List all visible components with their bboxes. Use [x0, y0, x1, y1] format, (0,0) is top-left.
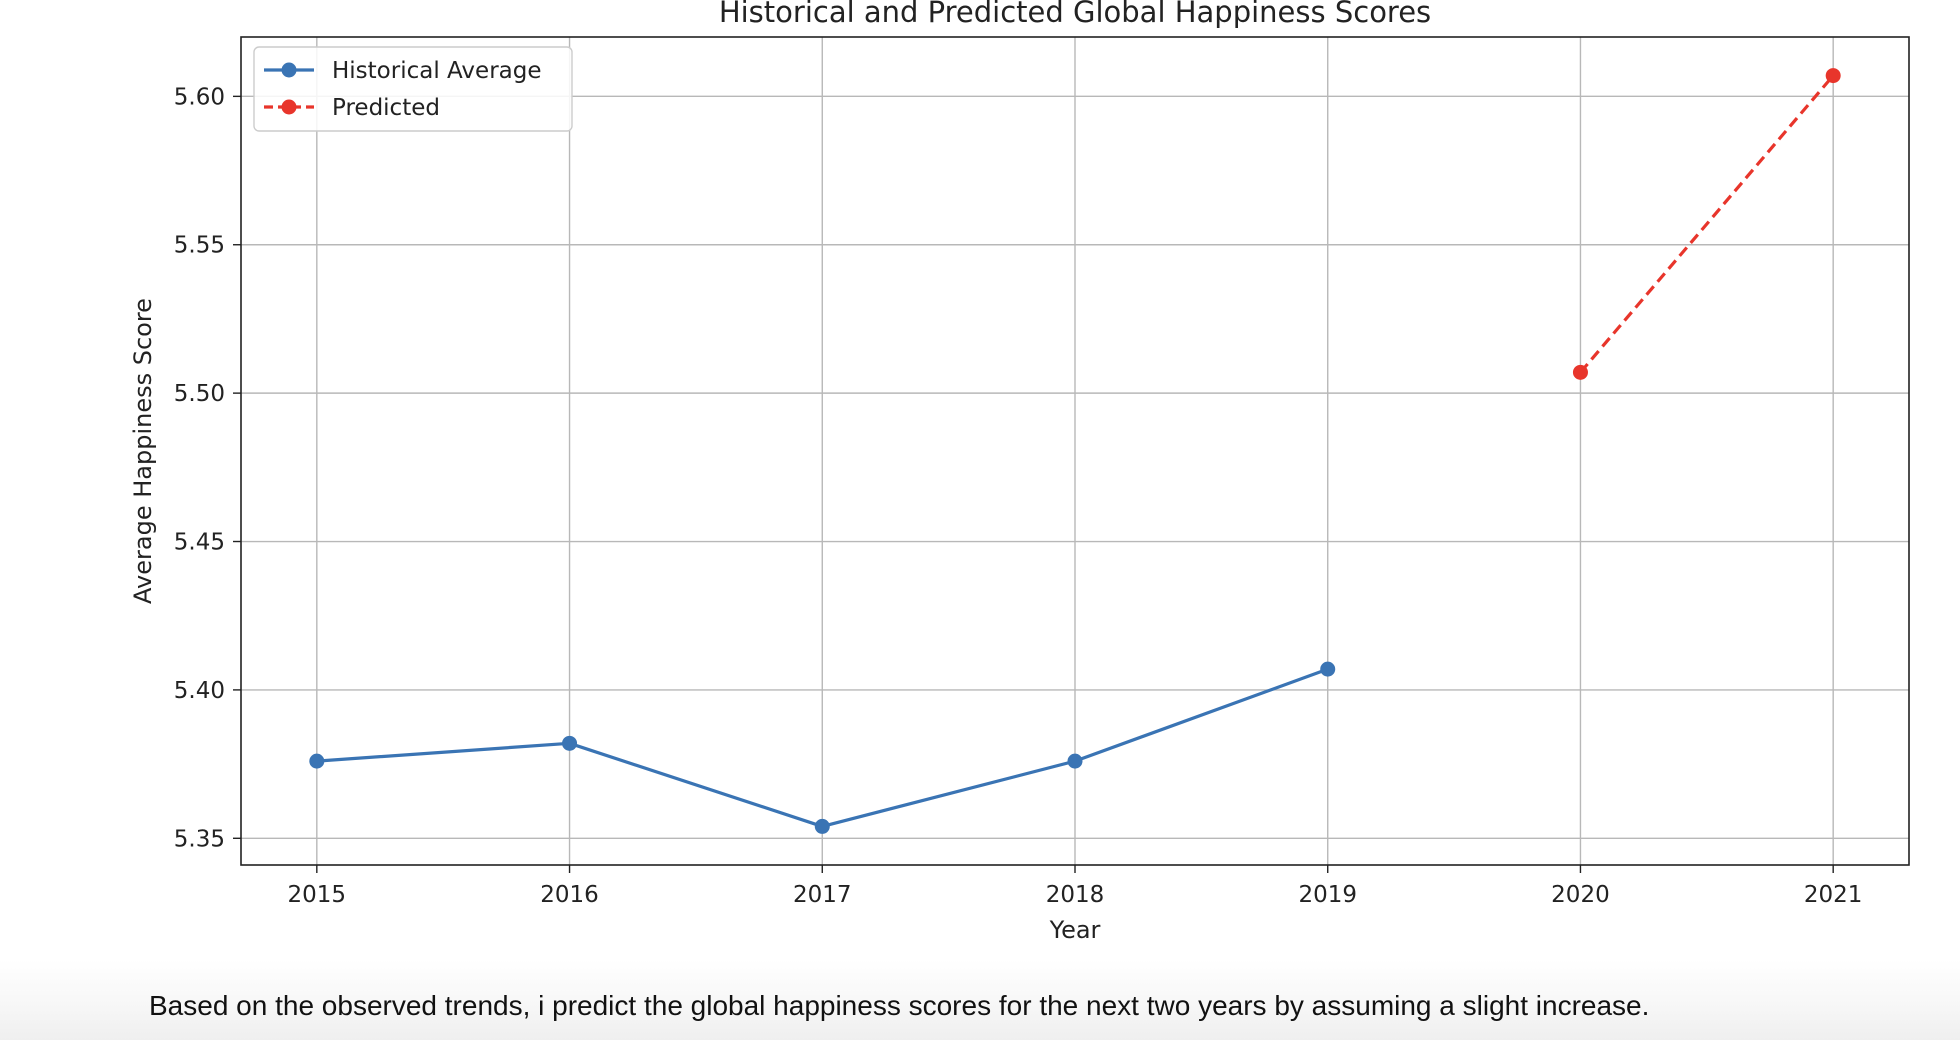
caption-text: Based on the observed trends, i predict … — [149, 990, 1650, 1021]
legend: Historical Average Predicted — [253, 46, 573, 132]
legend-label: Predicted — [332, 95, 440, 121]
data-point — [1572, 364, 1588, 380]
data-point — [1825, 68, 1841, 84]
chart-title: Historical and Predicted Global Happines… — [719, 0, 1431, 29]
x-axis-label: Year — [1049, 916, 1101, 944]
x-tick-label: 2020 — [1551, 882, 1610, 908]
y-tick-label: 5.55 — [174, 233, 225, 259]
x-tick-label: 2018 — [1046, 882, 1105, 908]
legend-item: Predicted — [264, 95, 440, 121]
x-tick-label: 2016 — [540, 882, 599, 908]
series-line — [1579, 74, 1835, 374]
legend-box — [253, 46, 573, 132]
caption-bar — [0, 960, 1960, 1040]
x-tick-label: 2021 — [1804, 882, 1863, 908]
legend-item: Historical Average — [264, 58, 542, 84]
data-point — [562, 735, 578, 751]
chart: 2015 2016 2017 2018 2019 2020 2021 5.35 5.40 5.45… — [129, 0, 1910, 944]
y-tick-label: 5.60 — [174, 84, 225, 110]
legend-label: Historical Average — [332, 58, 542, 84]
data-point — [1067, 753, 1083, 769]
legend-marker — [281, 62, 297, 78]
data-point — [309, 753, 325, 769]
y-tick-label: 5.35 — [174, 826, 225, 852]
y-tick-label: 5.45 — [174, 530, 225, 556]
y-tick-label: 5.50 — [174, 381, 225, 407]
x-tick-label: 2015 — [288, 882, 347, 908]
y-axis-label: Average Happiness Score — [129, 298, 157, 604]
x-tick-label: 2019 — [1298, 882, 1357, 908]
series-layer — [309, 68, 1841, 834]
data-point — [814, 818, 830, 834]
axis-ticks: 2015 2016 2017 2018 2019 2020 2021 5.35 5.40 5.45… — [174, 84, 1863, 908]
series-predicted — [1572, 68, 1841, 380]
y-tick-label: 5.40 — [174, 678, 225, 704]
legend-marker — [281, 99, 297, 115]
series-historical-average — [309, 661, 1336, 834]
x-tick-label: 2017 — [793, 882, 852, 908]
grid — [241, 37, 1909, 865]
data-point — [1320, 661, 1336, 677]
